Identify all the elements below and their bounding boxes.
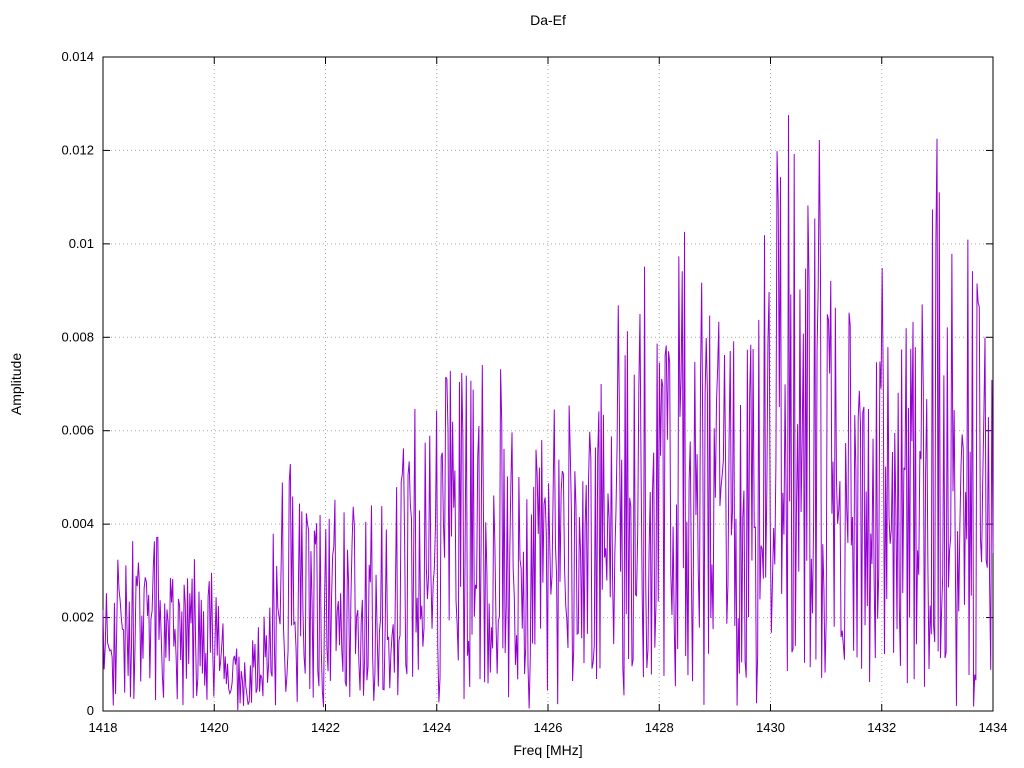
x-tick-label: 1426 [534,720,563,735]
x-tick-label: 1422 [311,720,340,735]
x-tick-label: 1418 [89,720,118,735]
y-tick-label: 0 [87,703,94,718]
x-tick-label: 1430 [756,720,785,735]
x-axis-label: Freq [MHz] [513,742,583,758]
y-tick-label: 0.01 [69,236,94,251]
y-tick-label: 0.014 [61,49,94,64]
plot-border [102,56,994,712]
data-line [102,115,994,711]
x-tick-label: 1424 [422,720,451,735]
y-tick-label: 0.002 [61,610,94,625]
y-tick-label: 0.008 [61,329,94,344]
y-axis-label: Amplitude [8,352,24,416]
x-tick-label: 1434 [979,720,1008,735]
x-tick-label: 1428 [645,720,674,735]
y-tick-label: 0.006 [61,423,94,438]
x-tick-label: 1420 [200,720,229,735]
x-tick-label: 1432 [867,720,896,735]
y-tick-label: 0.004 [61,516,94,531]
y-tick-label: 0.012 [61,142,94,157]
chart-title: Da-Ef [530,12,566,28]
